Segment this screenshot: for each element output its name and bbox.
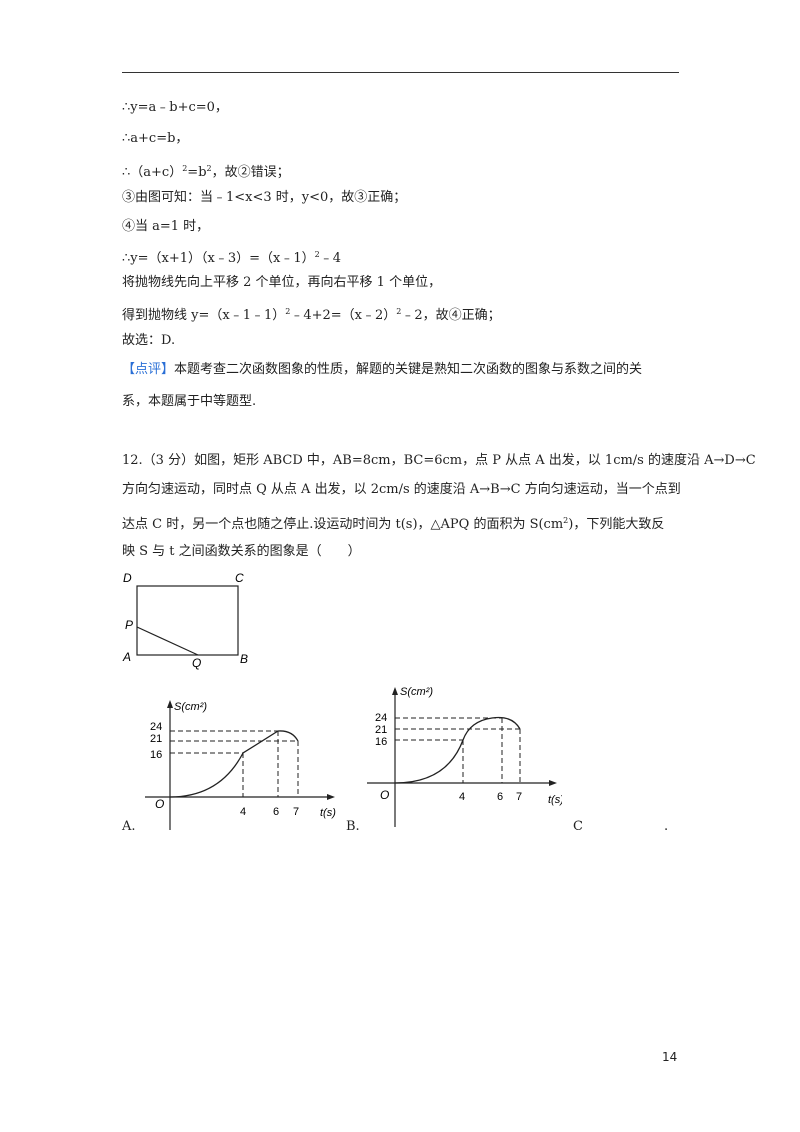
graph-a-tick-6: 6 <box>273 806 279 818</box>
option-trailing-dot: . <box>664 819 669 834</box>
graph-b-tick-16: 16 <box>375 736 387 748</box>
label-b: B <box>240 652 248 666</box>
segment-pq <box>136 626 199 656</box>
graph-b-x-arrow <box>549 780 557 786</box>
question-line-2: 方向匀速运动，同时点 Q 从点 A 出发，以 2cm/s 的速度沿 A→B→C … <box>122 482 681 497</box>
graph-b-y-label: S(cm²) <box>400 686 433 698</box>
graph-a-tick-24: 24 <box>150 721 162 733</box>
graph-b-tick-7: 7 <box>516 791 522 803</box>
option-a-label: A. <box>122 819 136 834</box>
graph-a-origin: O <box>155 797 164 811</box>
solution-line-3: ∴（a+c）2=b2，故②错误； <box>122 164 290 180</box>
graph-a-x-label: t(s) <box>320 807 336 819</box>
graph-a-y-arrow <box>167 700 173 708</box>
comment-line-2: 系，本题属于中等题型. <box>122 394 257 409</box>
solution-line-6: ∴y=（x+1）（x﹣3）=（x﹣1）2﹣4 <box>122 250 341 266</box>
page-number: 14 <box>662 1050 678 1064</box>
graph-a-guides <box>170 730 299 797</box>
graph-a-y-label: S(cm²) <box>174 701 207 713</box>
graph-b-tick-4: 4 <box>459 791 465 803</box>
graph-b-tick-6: 6 <box>497 791 503 803</box>
option-c-label: C <box>573 819 583 834</box>
graph-b-x-label: t(s) <box>548 794 562 806</box>
question-line-1: 12.（3 分）如图，矩形 ABCD 中，AB=8cm，BC=6cm，点 P 从… <box>122 453 756 468</box>
solution-line-4: ③由图可知：当﹣1<x<3 时，y<0，故③正确； <box>122 190 407 205</box>
solution-line-1: ∴y=a﹣b+c=0， <box>122 100 228 115</box>
graph-a-curve <box>169 730 299 798</box>
solution-line-8: 得到抛物线 y=（x﹣1﹣1）2﹣4+2=（x﹣2）2﹣2，故④正确； <box>122 307 501 323</box>
graph-a-x-arrow <box>327 794 335 800</box>
solution-line-7: 将抛物线先向上平移 2 个单位，再向右平移 1 个单位， <box>122 275 442 290</box>
graph-b-tick-21: 21 <box>375 724 387 736</box>
header-rule <box>122 72 679 73</box>
solution-line-5: ④当 a=1 时， <box>122 219 210 234</box>
graph-a-tick-7: 7 <box>293 806 299 818</box>
graph-b-curve <box>394 716 521 784</box>
label-d: D <box>123 571 132 585</box>
label-p: P <box>125 618 133 632</box>
graph-b: S(cm²) 24 21 16 O 4 6 7 t(s) <box>367 686 562 827</box>
label-q: Q <box>192 656 201 670</box>
graph-b-y-arrow <box>392 687 398 695</box>
comment-tag: 【点评】 <box>122 362 175 377</box>
solution-line-2: ∴a+c=b， <box>122 131 189 146</box>
question-line-4: 映 S 与 t 之间函数关系的图象是（ ） <box>122 544 361 559</box>
rectangle-abcd <box>136 585 239 656</box>
rectangle-figure: D C P A Q B <box>122 571 248 670</box>
label-a: A <box>122 650 131 664</box>
label-c: C <box>235 571 244 585</box>
graph-a: S(cm²) 24 21 16 O 4 6 7 t(s) <box>145 700 336 830</box>
option-b-label: B. <box>346 819 360 834</box>
graph-a-tick-4: 4 <box>240 806 246 818</box>
graph-b-origin: O <box>380 788 389 802</box>
question-line-3: 达点 C 时，另一个点也随之停止.设运动时间为 t(s)，△APQ 的面积为 S… <box>122 516 665 532</box>
comment-line-1: 【点评】本题考查二次函数图象的性质，解题的关键是熟知二次函数的图象与系数之间的关 <box>122 362 643 377</box>
graph-b-tick-24: 24 <box>375 712 387 724</box>
graph-b-guides <box>395 717 521 783</box>
graph-a-tick-16: 16 <box>150 749 162 761</box>
graph-a-tick-21: 21 <box>150 733 162 745</box>
answer-line: 故选：D. <box>122 333 176 348</box>
